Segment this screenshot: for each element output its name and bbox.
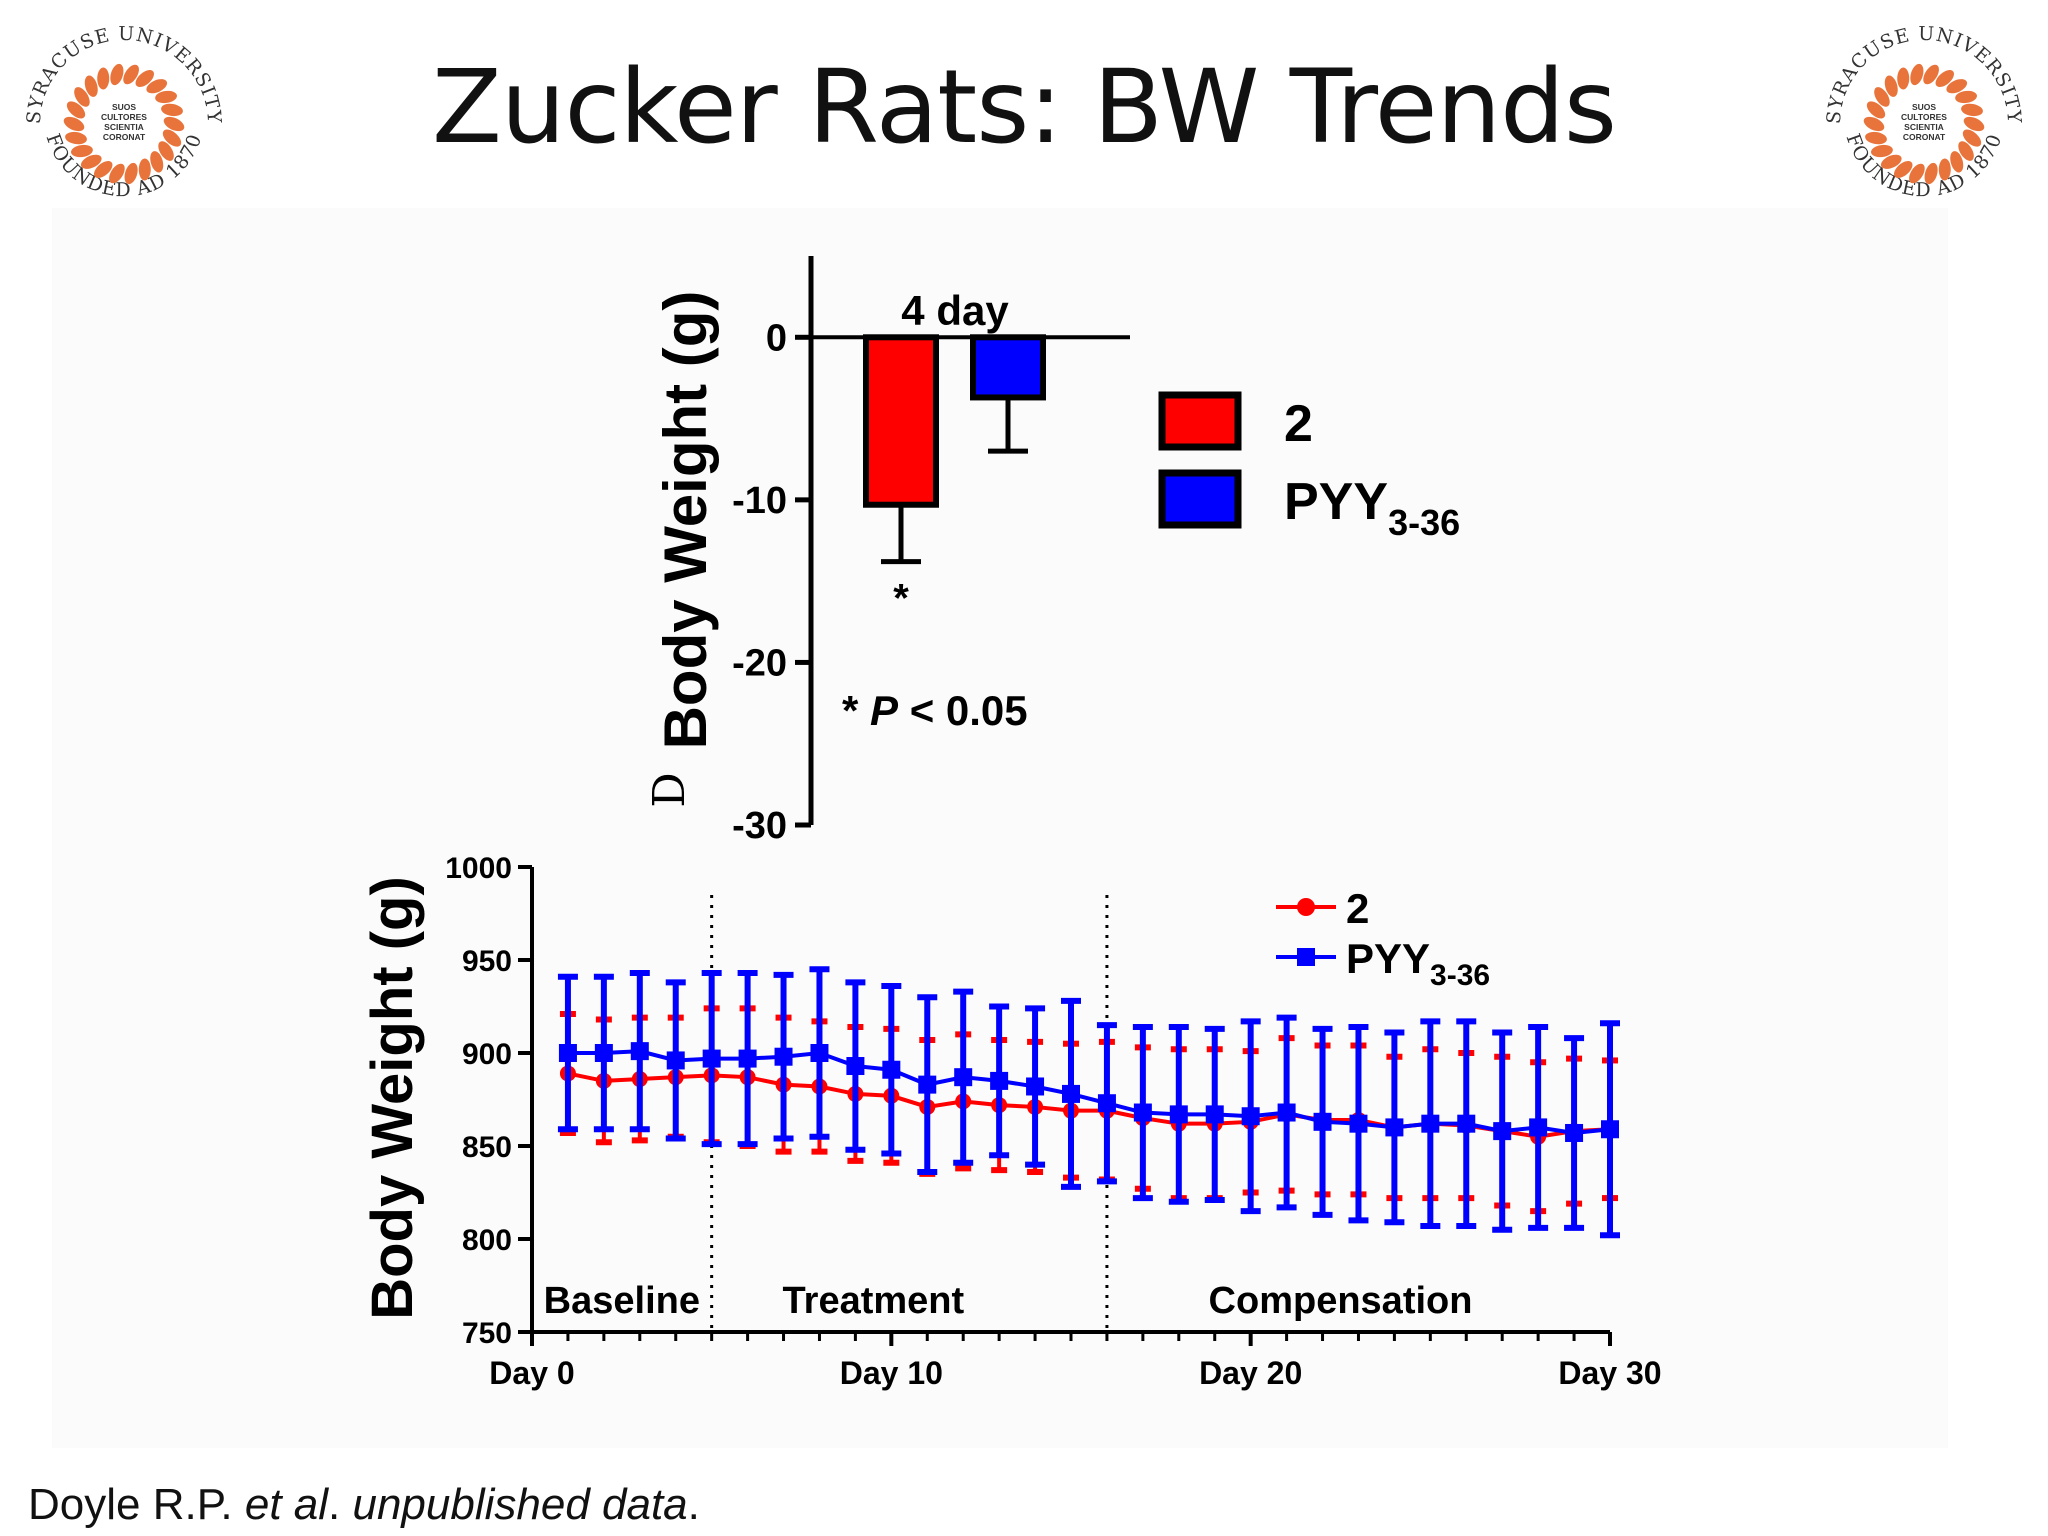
- line-y-tick-label: 750: [462, 1317, 512, 1350]
- bar-1: [863, 334, 939, 508]
- data-point: [1026, 1077, 1045, 1096]
- citation-note: unpublished data: [352, 1480, 688, 1529]
- line-y-tick-label: 800: [462, 1224, 512, 1257]
- seal-motto-line: CORONAT: [1903, 132, 1946, 142]
- data-point: [1565, 1123, 1584, 1142]
- line-y-axis-label: Body Weight (g): [360, 876, 425, 1320]
- citation-et-al: et al: [244, 1480, 329, 1529]
- seal-motto-line: CORONAT: [103, 132, 146, 142]
- phase-label: Compensation: [1209, 1280, 1473, 1322]
- line-x-tick-label: Day 20: [1199, 1355, 1302, 1391]
- phase-label: Treatment: [783, 1280, 965, 1322]
- seal-motto-line: SUOS: [1912, 102, 1936, 112]
- bar-y-tick-label: -10: [732, 480, 787, 522]
- line-x-tick-label: Day 0: [489, 1355, 574, 1391]
- line-x-tick-label: Day 10: [840, 1355, 943, 1391]
- citation-separator: .: [328, 1480, 353, 1529]
- line-legend-marker: [1297, 898, 1315, 916]
- series-1: [557, 966, 1620, 1239]
- seal-laurel-wreath: [63, 63, 185, 185]
- series-0: [559, 1005, 1618, 1215]
- data-point: [1277, 1103, 1296, 1122]
- seal-motto-line: SCIENTIA: [1904, 122, 1944, 132]
- series-line: [567, 1049, 1611, 1135]
- data-point: [774, 1047, 793, 1066]
- data-point: [1097, 1094, 1116, 1113]
- line-y-tick-label: 850: [462, 1131, 512, 1164]
- line-legend-label: PYY3-36: [1346, 935, 1490, 992]
- bar-p-value-note: * P < 0.05: [842, 687, 1028, 734]
- data-point: [1205, 1105, 1224, 1124]
- series-line: [567, 1071, 1611, 1139]
- data-point: [1421, 1114, 1440, 1133]
- bar-y-axis-label: Body Weight (g): [652, 291, 719, 750]
- data-point: [1133, 1103, 1152, 1122]
- data-point: [846, 1057, 865, 1076]
- data-point: [810, 1044, 829, 1062]
- bar-y-axis-label-prefix: D: [644, 772, 695, 807]
- data-point: [702, 1049, 721, 1068]
- data-point: [1062, 1084, 1080, 1103]
- chart-panel-background: [52, 208, 1948, 1448]
- data-point: [1529, 1118, 1548, 1137]
- bar-legend-swatch: [1158, 391, 1242, 451]
- data-point: [630, 1042, 649, 1061]
- line-y-tick-label: 950: [462, 945, 512, 978]
- citation-end: .: [687, 1480, 700, 1529]
- bar-y-tick-label: -20: [732, 642, 787, 684]
- bar-significance-mark: *: [893, 577, 909, 621]
- syracuse-seal-logo-right: SYRACUSE UNIVERSITY FOUNDED AD 1870 SUOS CU…: [1824, 24, 2024, 224]
- citation-authors: Doyle R.P.: [28, 1480, 245, 1529]
- line-legend-label: 2: [1346, 885, 1369, 932]
- bar-chart-4-day: 0 -10 -20 -30 Body Weight (g) D * 4 day * P < 0.…: [644, 256, 1460, 847]
- bar-annotation: 4 day: [901, 287, 1009, 334]
- syracuse-seal-logo-left: SYRACUSE UNIVERSITY FOUNDED AD 1870 SUOS CU…: [24, 24, 224, 224]
- line-x-tick-label: Day 30: [1558, 1355, 1661, 1391]
- data-point: [1241, 1107, 1260, 1126]
- bar-y-tick-label: -30: [732, 805, 787, 847]
- seal-motto-line: CULTORES: [1901, 112, 1947, 122]
- bar-legend-label: PYY3-36: [1284, 473, 1460, 543]
- bar-legend-label: 2: [1284, 395, 1313, 453]
- seal-motto-line: SUOS: [112, 102, 136, 112]
- line-chart-body-weight: 1000 950 900 850 800 750 Day 0 Day 10 Day 20 Day …: [360, 852, 1662, 1391]
- citation-footer: Doyle R.P. et al. unpublished data.: [28, 1480, 700, 1530]
- data-point: [1457, 1114, 1476, 1133]
- data-point: [738, 1049, 757, 1068]
- line-y-tick-label: 900: [462, 1038, 512, 1071]
- bar-y-tick-label: 0: [766, 317, 787, 359]
- seal-laurel-wreath: [1863, 63, 1985, 185]
- data-point: [954, 1068, 973, 1087]
- data-point: [1313, 1112, 1332, 1131]
- data-point: [594, 1044, 613, 1062]
- seal-motto-line: SCIENTIA: [104, 122, 144, 132]
- data-point: [1385, 1118, 1404, 1137]
- data-point: [1493, 1122, 1512, 1141]
- data-point: [666, 1051, 685, 1070]
- line-y-tick-label: 1000: [445, 852, 512, 885]
- seal-motto-line: CULTORES: [101, 112, 147, 122]
- line-legend-marker: [1297, 948, 1315, 966]
- data-point: [558, 1044, 577, 1062]
- data-point: [882, 1060, 901, 1079]
- bar-2: [970, 334, 1046, 401]
- data-point: [1349, 1114, 1368, 1133]
- phase-label: Baseline: [544, 1280, 700, 1322]
- data-point: [918, 1075, 937, 1094]
- data-point: [990, 1071, 1009, 1090]
- data-point: [1169, 1105, 1188, 1124]
- bar-legend-swatch: [1158, 469, 1242, 529]
- slide-title: Zucker Rats: BW Trends: [431, 48, 1617, 167]
- data-point: [1601, 1120, 1619, 1139]
